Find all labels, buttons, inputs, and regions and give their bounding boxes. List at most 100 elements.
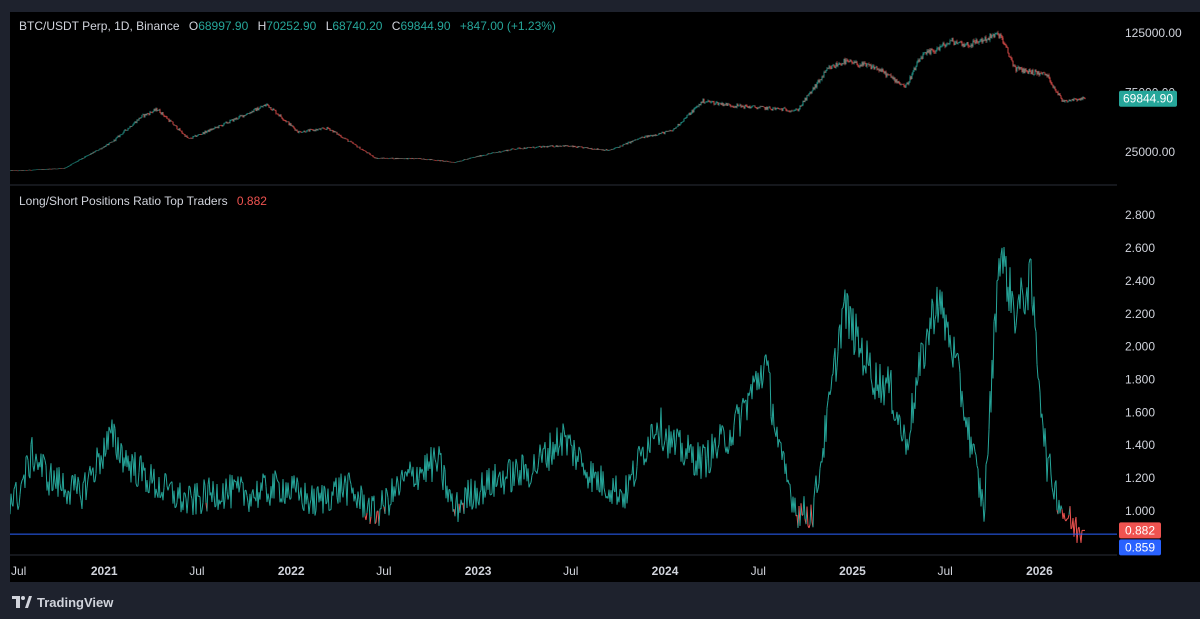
candle-body <box>494 152 496 154</box>
candle-body <box>156 108 158 111</box>
time-axis[interactable]: Jul 2021 Jul 2022 Jul 2023 Jul 2024 Jul 2025 Jul 20… <box>11 564 1053 578</box>
chart-area[interactable]: BTC/USDT Perp, 1D, Binance O68997.90 H70… <box>9 12 1117 582</box>
candle-body <box>299 131 301 132</box>
ratio-segment <box>297 482 300 501</box>
candle-body <box>514 149 516 150</box>
candle-body <box>275 110 277 114</box>
candle-body <box>598 149 600 150</box>
candle-body <box>479 155 481 157</box>
candle-body <box>1038 71 1040 76</box>
ratio-segment <box>931 298 934 304</box>
candle-body <box>468 158 470 160</box>
candle-body <box>942 43 944 46</box>
candle-body <box>99 148 101 150</box>
candle-body <box>858 66 860 68</box>
candle-body <box>1004 44 1006 45</box>
candle-body <box>273 108 275 110</box>
candle-body <box>285 120 287 122</box>
candle-body <box>790 110 792 112</box>
candle-body <box>122 132 124 135</box>
ratio-segment <box>99 455 102 475</box>
ratio-segment <box>472 498 475 508</box>
candle-body <box>763 106 765 108</box>
candle-body <box>61 168 63 169</box>
candle-body <box>435 160 437 161</box>
ratio-segment <box>653 434 656 440</box>
candle-body <box>906 82 908 85</box>
candle-body <box>23 170 25 171</box>
tradingview-logo[interactable]: TradingView <box>12 594 113 610</box>
candle-body <box>633 140 635 142</box>
candle-body <box>838 63 840 65</box>
candle-body <box>766 107 768 110</box>
candle-body <box>886 73 888 77</box>
candle-body <box>286 121 288 123</box>
candle-body <box>291 125 293 127</box>
candle-body <box>804 98 806 102</box>
ratio-segment <box>746 392 749 421</box>
candle-body <box>140 117 142 119</box>
candle-body <box>412 158 414 159</box>
candle-body <box>460 160 462 162</box>
candle-body <box>530 147 532 149</box>
candle-body <box>941 45 943 47</box>
candle-body <box>948 43 950 45</box>
candle-body <box>743 106 745 109</box>
candle-body <box>383 157 385 159</box>
candle-body <box>396 158 398 159</box>
candle-body <box>612 149 614 150</box>
ratio-segment <box>772 403 775 427</box>
candle-body <box>397 158 399 159</box>
candle-body <box>1045 74 1047 76</box>
candle-body <box>1026 70 1028 72</box>
ratio-segment <box>96 447 99 458</box>
candle-body <box>132 124 134 126</box>
ratio-segment <box>212 481 215 496</box>
candle-body <box>493 152 495 154</box>
candle-body <box>835 62 837 68</box>
chart-svg[interactable]: BTC/USDT Perp, 1D, Binance O68997.90 H70… <box>9 12 1117 582</box>
candle-body <box>781 108 783 111</box>
ratio-segment <box>984 464 987 509</box>
candle-body <box>691 110 693 114</box>
candle-body <box>331 130 333 131</box>
ratio-segment <box>169 482 172 485</box>
candle-body <box>733 107 735 108</box>
ratio-segment <box>781 450 784 461</box>
ratio-segment <box>520 454 523 486</box>
ratio-segment <box>748 391 751 396</box>
candle-body <box>834 66 836 68</box>
candle-body <box>821 76 823 80</box>
candle-body <box>502 150 504 152</box>
candle-body <box>1076 99 1078 101</box>
candle-body <box>927 50 929 53</box>
candle-body <box>929 49 931 54</box>
candle-body <box>940 45 942 47</box>
candle-body <box>33 169 35 171</box>
candle-body <box>524 147 526 149</box>
candle-body <box>261 106 263 108</box>
time-axis-label: 2026 <box>1026 564 1053 578</box>
candle-body <box>417 158 419 159</box>
candle-body <box>10 170 12 171</box>
ratio-segment <box>138 456 141 473</box>
ratio-segment <box>933 319 936 335</box>
candle-body <box>362 149 364 151</box>
candle-body <box>322 127 324 129</box>
candle-body <box>631 141 633 142</box>
candle-body <box>565 145 567 147</box>
candle-body <box>1005 44 1007 47</box>
ratio-segment <box>497 474 500 478</box>
ratio-segment <box>739 417 742 437</box>
candle-body <box>108 143 110 146</box>
candle-body <box>240 115 242 116</box>
ratio-segment <box>625 475 628 504</box>
candle-body <box>52 168 54 170</box>
ratio-segment <box>829 389 832 396</box>
candle-body <box>655 134 657 136</box>
ratio-segment <box>619 488 622 492</box>
candle-body <box>12 170 14 171</box>
ratio-segment <box>673 429 676 455</box>
